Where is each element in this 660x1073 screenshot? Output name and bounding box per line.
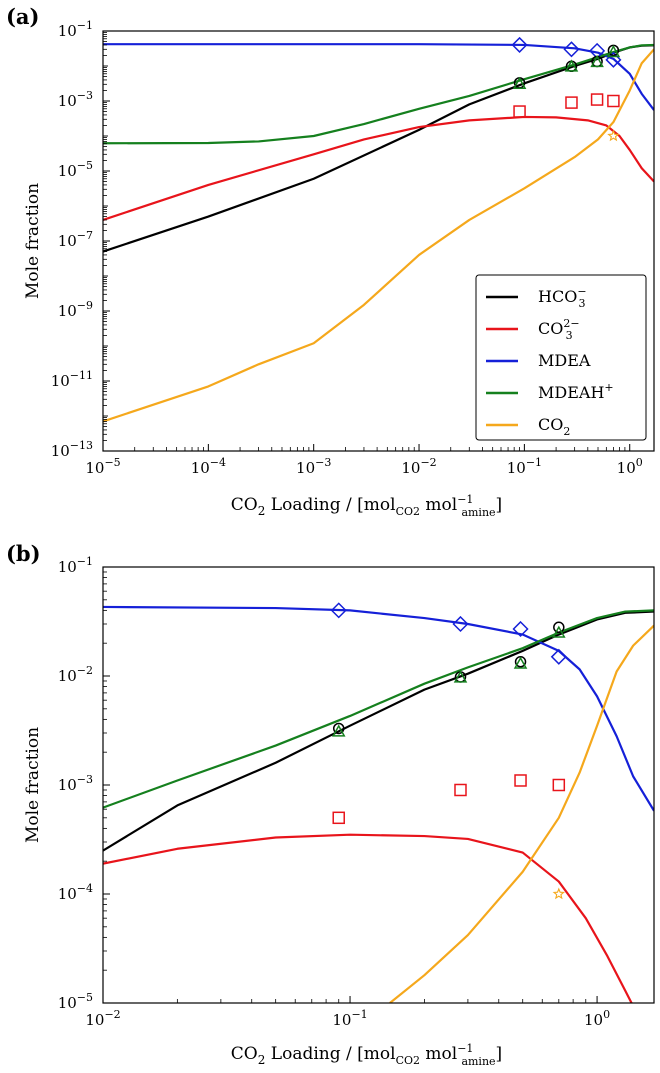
- marker-co3-square: [332, 811, 345, 825]
- x-tick-label: 10−1: [507, 456, 542, 477]
- series-line-hco3: [103, 610, 654, 852]
- marker-co3-square: [552, 778, 566, 792]
- x-tick-label: 10−1: [332, 1008, 367, 1029]
- panel-label: (a): [6, 4, 39, 29]
- series-line-mdea: [103, 43, 654, 111]
- marker-mdea-diamond: [511, 36, 528, 53]
- marker-co3-square: [513, 105, 526, 118]
- x-tick-label: 10−4: [191, 456, 226, 477]
- series-line-co3: [103, 115, 654, 221]
- x-tick-label: 10−5: [85, 456, 120, 477]
- marker-mdeah-triangle: [512, 76, 527, 89]
- legend-label-mdeah: MDEAH+: [538, 381, 614, 402]
- legend-box: [475, 274, 647, 441]
- legend-label-co2: CO2: [538, 415, 570, 438]
- marker-mdea-diamond: [512, 620, 529, 638]
- y-tick-label: 10−13: [51, 439, 93, 460]
- series-line-mdea: [103, 605, 654, 812]
- series-lines: [103, 605, 654, 1003]
- chart-a: (a) 10−5 10−4 10−3 10−2 10−1 100 10−13 10−11 10−9…: [6, 4, 655, 519]
- y-tick-label: 10−11: [51, 369, 93, 390]
- marker-mdeah-triangle: [331, 724, 346, 737]
- series-line-co2: [103, 48, 654, 423]
- axis-ticks: [102, 566, 598, 1004]
- y-tick-label: 10−3: [58, 89, 93, 110]
- data-markers: [330, 602, 567, 900]
- x-tick-label: 10−2: [401, 456, 436, 477]
- y-tick-label: 10−2: [58, 664, 93, 685]
- x-tick-label: 10−3: [296, 456, 331, 477]
- series-line-hco3: [103, 44, 654, 253]
- marker-mdeah-triangle: [552, 625, 566, 638]
- marker-mdeah-triangle: [606, 45, 621, 58]
- y-tick-label: 10−1: [58, 555, 93, 576]
- series-line-co3: [103, 833, 633, 1003]
- marker-hco3-circle: [332, 722, 345, 735]
- legend-label-hco3: HCO− 3: [538, 285, 587, 310]
- marker-co3-square: [590, 93, 604, 106]
- series-line-co2: [389, 624, 654, 1003]
- marker-mdea-diamond: [452, 615, 469, 633]
- series-line-mdeah: [103, 43, 654, 145]
- y-tick-label: 10−5: [58, 159, 93, 180]
- marker-mdea-diamond: [605, 51, 622, 68]
- marker-hco3-circle: [553, 621, 565, 634]
- x-axis-label: CO2 Loading / [molCO2 mol−1 amine]: [231, 1042, 502, 1068]
- y-axis-label: Mole fraction: [23, 183, 43, 299]
- legend-label-co3: CO2− 3: [538, 317, 580, 342]
- marker-mdea-diamond: [563, 41, 580, 58]
- panel-label: (b): [6, 541, 41, 566]
- x-tick-label: 100: [617, 456, 643, 477]
- x-tick-label: 100: [584, 1008, 610, 1029]
- y-tick-label: 10−5: [58, 991, 93, 1012]
- axis-ticks: [102, 30, 631, 452]
- marker-co3-square: [454, 783, 467, 797]
- marker-mdeah-triangle: [590, 54, 604, 68]
- y-tick-label: 10−9: [58, 299, 93, 320]
- x-axis-label: CO2 Loading / [molCO2 mol−1 amine]: [231, 493, 502, 519]
- marker-co3-square: [607, 94, 620, 108]
- legend-label-mdea: MDEA: [538, 351, 591, 370]
- marker-mdeah-triangle: [453, 670, 468, 683]
- series-line-mdeah: [103, 609, 654, 809]
- series-lines: [103, 43, 654, 423]
- y-tick-label: 10−4: [58, 882, 93, 903]
- marker-mdeah-triangle: [513, 656, 528, 669]
- marker-mdea-diamond: [550, 648, 567, 665]
- plot-frame: [102, 566, 655, 1004]
- legend: HCO− 3 CO2− 3 MDEA MDEAH+ CO2: [475, 274, 647, 441]
- chart-b: (b) 10−2 10−1 100 10−5 10−4 10−3 10−2 10−1 Mole f…: [6, 541, 655, 1068]
- x-tick-label: 10−2: [85, 1008, 120, 1029]
- marker-mdea-diamond: [330, 602, 347, 619]
- y-tick-label: 10−7: [58, 229, 93, 250]
- marker-co2-star: [552, 887, 565, 900]
- y-tick-label: 10−1: [58, 19, 93, 40]
- marker-co3-square: [565, 96, 578, 109]
- marker-mdeah-triangle: [564, 59, 579, 72]
- marker-co3-square: [514, 774, 527, 787]
- y-tick-label: 10−3: [58, 773, 93, 794]
- data-markers: [511, 36, 622, 142]
- marker-co2-star: [607, 129, 620, 142]
- y-axis-label: Mole fraction: [23, 727, 43, 843]
